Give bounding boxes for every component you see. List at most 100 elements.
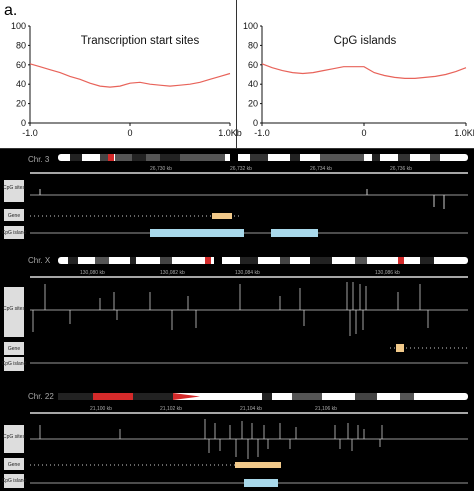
track-label-box (4, 458, 24, 470)
band (430, 154, 440, 161)
track-label-box (4, 180, 24, 202)
browser-panel-chrX: Chr. X 130,080 kb 130,082 kb 130,084 kb … (2, 256, 468, 371)
y-tick-label: 40 (248, 79, 258, 89)
track-label-cpg: CpG sites (3, 434, 25, 440)
band (420, 257, 434, 264)
band (70, 154, 82, 161)
gene-exon (212, 213, 232, 219)
band (250, 154, 268, 161)
track-label-gene: Gene (8, 213, 20, 219)
band (290, 154, 300, 161)
ruler-label: 130,082 kb (160, 270, 185, 276)
band (292, 393, 322, 400)
band (58, 393, 93, 400)
panel-divider-vertical (236, 0, 237, 148)
x-ticks-left: -1.0 0 1.0Kb (22, 123, 242, 138)
band (132, 154, 146, 161)
y-tick-label: 20 (248, 99, 258, 109)
track-label-box (4, 425, 24, 453)
band (160, 257, 172, 264)
y-tick-label: 60 (16, 60, 26, 70)
highlight-band (398, 257, 404, 264)
ruler-label: 26,734 kb (310, 166, 332, 172)
band (398, 154, 410, 161)
highlight-band (93, 393, 133, 400)
ruler-label: 21,102 kb (160, 406, 182, 412)
centromere (214, 257, 222, 264)
y-tick-label: 60 (248, 60, 258, 70)
cpg-island (244, 479, 278, 487)
highlight-band (108, 154, 114, 161)
chrom-label: Chr. 22 (28, 392, 54, 401)
x-tick-label: 1.0Kb (454, 128, 474, 138)
browser-panel-chr22: Chr. 22 21,100 kb 21,102 kb 21,104 kb 21… (2, 392, 468, 488)
ruler-label: 130,086 kb (375, 270, 400, 276)
track-label-box (4, 287, 24, 337)
track-label-box (4, 342, 24, 355)
ruler-label: 26,730 kb (150, 166, 172, 172)
centromere (230, 154, 238, 161)
track-label-gene: Gene (8, 462, 20, 468)
y-tick-label: 20 (16, 99, 26, 109)
y-tick-label: 100 (243, 21, 258, 31)
series-line-cpg (261, 63, 467, 79)
ruler-label: 21,104 kb (240, 406, 262, 412)
band (372, 154, 380, 161)
cpg-island (271, 229, 318, 237)
gene-exon (396, 344, 404, 352)
band (133, 393, 173, 400)
figure-label: a. (4, 2, 18, 19)
chrom-label: Chr. X (28, 256, 51, 265)
series-line-tss (29, 63, 231, 88)
band (240, 257, 258, 264)
cpg-sites-chrX (32, 282, 429, 336)
track-label-cpg: CpG sites (3, 185, 25, 191)
y-tick-label: 80 (16, 40, 26, 50)
track-label-box (4, 226, 24, 239)
chart-title-tss: Transcription start sites (81, 35, 200, 47)
band (310, 257, 332, 264)
centromere (173, 393, 200, 400)
genome-browser: Chr. 3 26,730 kb 26,732 kb 26,734 kb 26,… (0, 149, 474, 491)
track-label-island: CpG island (2, 478, 27, 484)
y-ticks-right: 0 20 40 60 80 100 (243, 21, 262, 128)
browser-panel-chr3: Chr. 3 26,730 kb 26,732 kb 26,734 kb 26,… (2, 154, 468, 239)
band (100, 154, 108, 161)
ruler-label: 26,736 kb (390, 166, 412, 172)
ruler-label: 21,106 kb (315, 406, 337, 412)
x-tick-label: 0 (127, 128, 132, 138)
line-plots-svg: Transcription start sites 0 20 40 60 80 100 -… (11, 21, 474, 138)
ruler-label: 26,732 kb (230, 166, 252, 172)
track-label-island: CpG island (2, 361, 27, 367)
track-label-island: CpG island (2, 230, 27, 236)
y-tick-label: 100 (11, 21, 26, 31)
chart-title-cpg: CpG islands (334, 35, 397, 47)
y-tick-label: 40 (16, 79, 26, 89)
y-tick-label: 0 (253, 118, 258, 128)
x-tick-label: -1.0 (254, 128, 270, 138)
x-tick-label: 0 (361, 128, 366, 138)
track-label-box (4, 209, 24, 221)
band (262, 393, 272, 400)
track-label-box (4, 357, 24, 371)
ruler-label: 130,084 kb (235, 270, 260, 276)
band (160, 154, 180, 161)
x-tick-label: -1.0 (22, 128, 38, 138)
band (130, 257, 136, 264)
band (280, 257, 290, 264)
band (355, 257, 367, 264)
track-label-gene: Gene (8, 346, 20, 352)
y-ticks-left: 0 20 40 60 80 100 (11, 21, 30, 128)
plot-tss: Transcription start sites 0 20 40 60 80 100 -… (11, 21, 242, 138)
ruler-label: 130,080 kb (80, 270, 105, 276)
panel-divider-horizontal (0, 148, 474, 149)
cpg-sites-chr22 (39, 419, 383, 459)
cpg-island (150, 229, 244, 237)
band (320, 154, 364, 161)
highlight-band (205, 257, 211, 264)
y-tick-label: 80 (248, 40, 258, 50)
band (95, 257, 109, 264)
gene-exon (235, 462, 281, 468)
band (68, 257, 78, 264)
